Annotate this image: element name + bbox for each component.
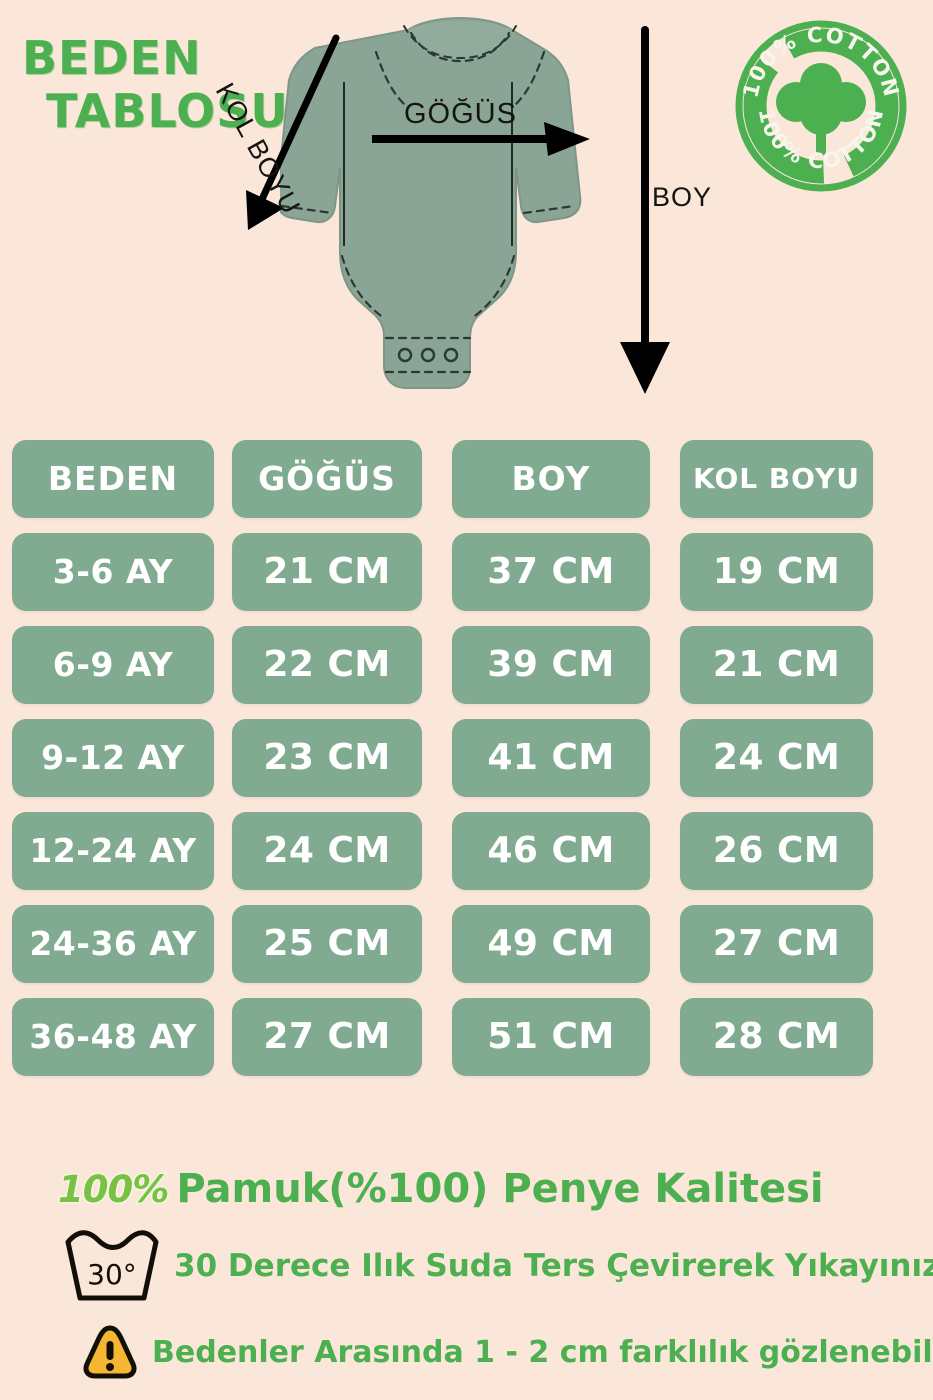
warning-exclamation-bar xyxy=(106,1341,114,1360)
note-size-tolerance: Bedenler Arasında 1 - 2 cm farklılık göz… xyxy=(0,1312,933,1392)
label-chest: GÖĞÜS xyxy=(404,98,517,130)
snap-buttons xyxy=(397,347,459,363)
cell-size: 36-48 AY xyxy=(12,997,214,1076)
note-cotton-quality: 100% Pamuk(%100) Penye Kalitesi xyxy=(0,1158,933,1220)
bodysuit-neckline xyxy=(408,21,512,60)
percent-100-stamp-text: 100% xyxy=(56,1166,170,1212)
warning-triangle-svg xyxy=(83,1325,137,1379)
cell-chest: 27 CM xyxy=(232,997,422,1076)
cell-length: 49 CM xyxy=(452,904,650,983)
cell-sleeve: 26 CM xyxy=(680,811,873,890)
cell-length: 46 CM xyxy=(452,811,650,890)
stitch-neckline-outer xyxy=(403,25,517,60)
badge-accent-arc-left xyxy=(749,82,757,130)
page-title-line-2: TABLOSU xyxy=(46,83,289,138)
page-title: BEDEN TABLOSU xyxy=(22,32,312,138)
cell-length: 37 CM xyxy=(452,532,650,611)
note-warning-text: Bedenler Arasında 1 - 2 cm farklılık göz… xyxy=(152,1334,933,1370)
stitch-shoulder-left xyxy=(374,50,406,106)
table-row: 6-9 AY 22 CM 39 CM 21 CM xyxy=(0,618,933,711)
wash-temperature-text: 30° xyxy=(87,1258,137,1291)
badge-accent-arc-right xyxy=(885,82,893,130)
wash-tub-outline xyxy=(65,1230,159,1301)
chest-width-arrow xyxy=(372,122,590,156)
cell-sleeve: 24 CM xyxy=(680,718,873,797)
cell-size: 3-6 AY xyxy=(12,532,214,611)
column-header-gogus: GÖĞÜS xyxy=(232,439,422,518)
column-header-kol-boyu: KOL BOYU xyxy=(680,439,873,518)
cell-size: 9-12 AY xyxy=(12,718,214,797)
wash-tub-svg: 30° xyxy=(65,1230,159,1301)
stitch-shoulder-right xyxy=(514,50,546,106)
cell-chest: 25 CM xyxy=(232,904,422,983)
note-cotton-text: Pamuk(%100) Penye Kalitesi xyxy=(176,1166,824,1212)
stitch-cuff-left xyxy=(280,204,334,215)
cell-sleeve: 28 CM xyxy=(680,997,873,1076)
cell-chest: 24 CM xyxy=(232,811,422,890)
cell-chest: 22 CM xyxy=(232,625,422,704)
illustration-area: BEDEN TABLOSU xyxy=(0,0,933,425)
stitch-leg-left xyxy=(340,254,386,320)
wash-tub-icon: 30° xyxy=(62,1228,160,1304)
bodysuit-illustration xyxy=(275,0,640,420)
column-header-beden: BEDEN xyxy=(12,439,214,518)
warning-exclamation-dot xyxy=(106,1363,114,1371)
cotton-boll-icon xyxy=(776,63,866,156)
cell-size: 6-9 AY xyxy=(12,625,214,704)
page-title-line-1: BEDEN xyxy=(22,31,202,85)
cell-sleeve: 27 CM xyxy=(680,904,873,983)
table-row: 12-24 AY 24 CM 46 CM 26 CM xyxy=(0,804,933,897)
footer-notes: 100% Pamuk(%100) Penye Kalitesi 30° 30 D… xyxy=(0,1158,933,1392)
table-header-row: BEDEN GÖĞÜS BOY KOL BOYU xyxy=(0,432,933,525)
percent-100-stamp-icon: 100% xyxy=(56,1166,170,1212)
bodysuit-body xyxy=(275,16,582,389)
stitch-leg-right xyxy=(470,254,516,320)
cell-size: 12-24 AY xyxy=(12,811,214,890)
table-row: 24-36 AY 25 CM 49 CM 27 CM xyxy=(0,897,933,990)
body-length-arrow xyxy=(620,26,670,394)
cell-sleeve: 21 CM xyxy=(680,625,873,704)
cell-size: 24-36 AY xyxy=(12,904,214,983)
table-row: 36-48 AY 27 CM 51 CM 28 CM xyxy=(0,990,933,1083)
note-wash-text: 30 Derece Ilık Suda Ters Çevirerek Yıkay… xyxy=(174,1248,933,1284)
cell-length: 41 CM xyxy=(452,718,650,797)
table-row: 3-6 AY 21 CM 37 CM 19 CM xyxy=(0,525,933,618)
cell-length: 51 CM xyxy=(452,997,650,1076)
sleeve-length-arrow xyxy=(246,34,340,230)
cell-sleeve: 19 CM xyxy=(680,532,873,611)
bodysuit-silhouette xyxy=(275,16,582,389)
cotton-badge-svg: 100% COTTON 100% COTTON xyxy=(735,20,907,192)
stitch-cuff-right xyxy=(522,204,576,215)
note-wash-instruction: 30° 30 Derece Ilık Suda Ters Çevirerek Y… xyxy=(0,1220,933,1312)
badge-outer-ring xyxy=(735,20,907,192)
cell-chest: 23 CM xyxy=(232,718,422,797)
cell-chest: 21 CM xyxy=(232,532,422,611)
table-row: 9-12 AY 23 CM 41 CM 24 CM xyxy=(0,711,933,804)
cell-length: 39 CM xyxy=(452,625,650,704)
column-header-boy: BOY xyxy=(452,439,650,518)
cotton-badge: 100% COTTON 100% COTTON xyxy=(733,18,909,194)
label-body-length: BOY xyxy=(652,182,713,212)
size-table: BEDEN GÖĞÜS BOY KOL BOYU 3-6 AY 21 CM 37… xyxy=(0,432,933,1083)
bodysuit-svg xyxy=(275,16,582,389)
warning-triangle-icon xyxy=(82,1324,138,1380)
badge-mid-ring xyxy=(743,28,899,184)
